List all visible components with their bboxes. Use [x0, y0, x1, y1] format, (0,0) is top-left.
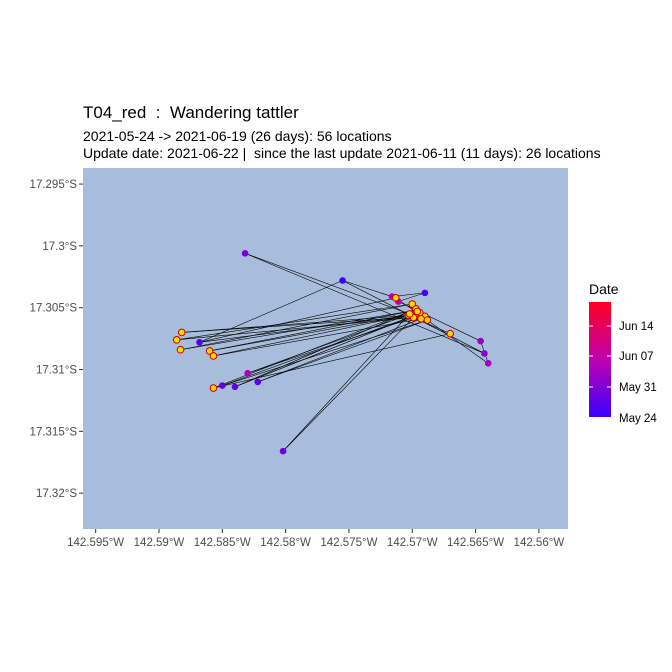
track-segment	[398, 292, 425, 302]
y-tick-label: 17.32°S	[36, 488, 77, 500]
track-segment	[209, 309, 417, 352]
x-tick-label: 142.59°W	[134, 537, 185, 549]
legend-colorbar	[589, 302, 611, 417]
y-tick-label: 17.3°S	[42, 241, 77, 253]
track-segment	[181, 314, 413, 333]
map-panel	[83, 168, 568, 529]
x-tick-label: 142.58°W	[260, 537, 311, 549]
recent-location-point	[423, 316, 432, 324]
track-segment	[209, 312, 420, 352]
track-segment	[244, 253, 413, 316]
y-tick-label: 17.305°S	[30, 303, 78, 315]
track-segment	[213, 333, 451, 389]
y-tick-label: 17.31°S	[36, 365, 77, 377]
x-tick-label: 142.585°W	[194, 537, 251, 549]
map-title: T04_red : Wandering tattler	[83, 103, 299, 122]
recent-location-point	[209, 352, 218, 360]
track-segment	[282, 314, 409, 452]
recent-location-point	[408, 300, 417, 308]
x-tick-label: 142.595°W	[67, 537, 124, 549]
location-point	[484, 360, 492, 367]
legend-label: May 31	[619, 382, 657, 394]
track-segment	[244, 253, 485, 354]
location-point	[218, 382, 226, 389]
recent-location-point	[413, 307, 422, 316]
location-point	[279, 447, 287, 455]
location-point	[339, 277, 346, 284]
track-segment	[395, 297, 489, 364]
recent-location-point	[176, 345, 185, 354]
x-tick-label: 142.575°W	[320, 537, 377, 549]
x-tick-label: 142.565°W	[447, 537, 504, 549]
map-subtitle-dates: 2021-05-24 -> 2021-06-19 (26 days): 56 l…	[83, 128, 392, 144]
y-axis: 17.295°S 17.3°S 17.305°S 17.31°S 17.315°S 17.…	[30, 179, 83, 500]
track-segment	[222, 319, 428, 386]
location-point	[477, 337, 484, 345]
x-tick-label: 142.57°W	[387, 537, 438, 549]
recent-location-point	[205, 347, 214, 355]
track-segment	[222, 316, 413, 386]
recent-location-point	[172, 336, 181, 344]
legend-label: Jun 07	[619, 351, 654, 363]
x-tick-label: 142.56°W	[514, 537, 565, 549]
location-points	[172, 250, 492, 455]
date-legend: Date Jun 14 Jun 07 May 31 May 24	[589, 281, 657, 425]
track-segment	[342, 280, 393, 297]
track-segment	[247, 311, 418, 374]
location-point	[241, 250, 249, 257]
legend-label: Jun 14	[619, 321, 654, 333]
recent-location-point	[446, 329, 455, 338]
recent-location-point	[391, 294, 400, 302]
track-segment	[213, 312, 420, 357]
y-tick-label: 17.315°S	[30, 426, 78, 438]
track-segment	[199, 280, 343, 343]
location-point	[481, 350, 488, 357]
location-point	[254, 378, 262, 386]
recent-location-point	[405, 310, 414, 318]
recent-location-point	[177, 328, 186, 337]
map-subtitle-update: Update date: 2021-06-22 | since the last…	[83, 145, 601, 161]
recent-location-point	[209, 384, 218, 392]
track-segment	[199, 297, 396, 343]
track-segment	[234, 308, 417, 388]
track-segment	[282, 317, 414, 452]
track-segment	[180, 309, 417, 351]
y-tick-label: 17.295°S	[30, 179, 78, 191]
location-point	[421, 289, 429, 297]
location-point	[196, 339, 203, 346]
location-point	[244, 369, 251, 377]
track-segment	[180, 303, 413, 351]
location-point	[231, 383, 239, 391]
track-segment	[176, 303, 413, 341]
recent-location-point	[417, 315, 425, 323]
legend-label: May 24	[619, 413, 657, 425]
track-segment	[213, 318, 422, 357]
track-segment	[247, 317, 414, 374]
x-axis: 142.595°W 142.59°W 142.585°W 142.58°W 142.57…	[67, 529, 564, 549]
legend-title: Date	[589, 281, 619, 297]
track-segment	[398, 301, 481, 342]
